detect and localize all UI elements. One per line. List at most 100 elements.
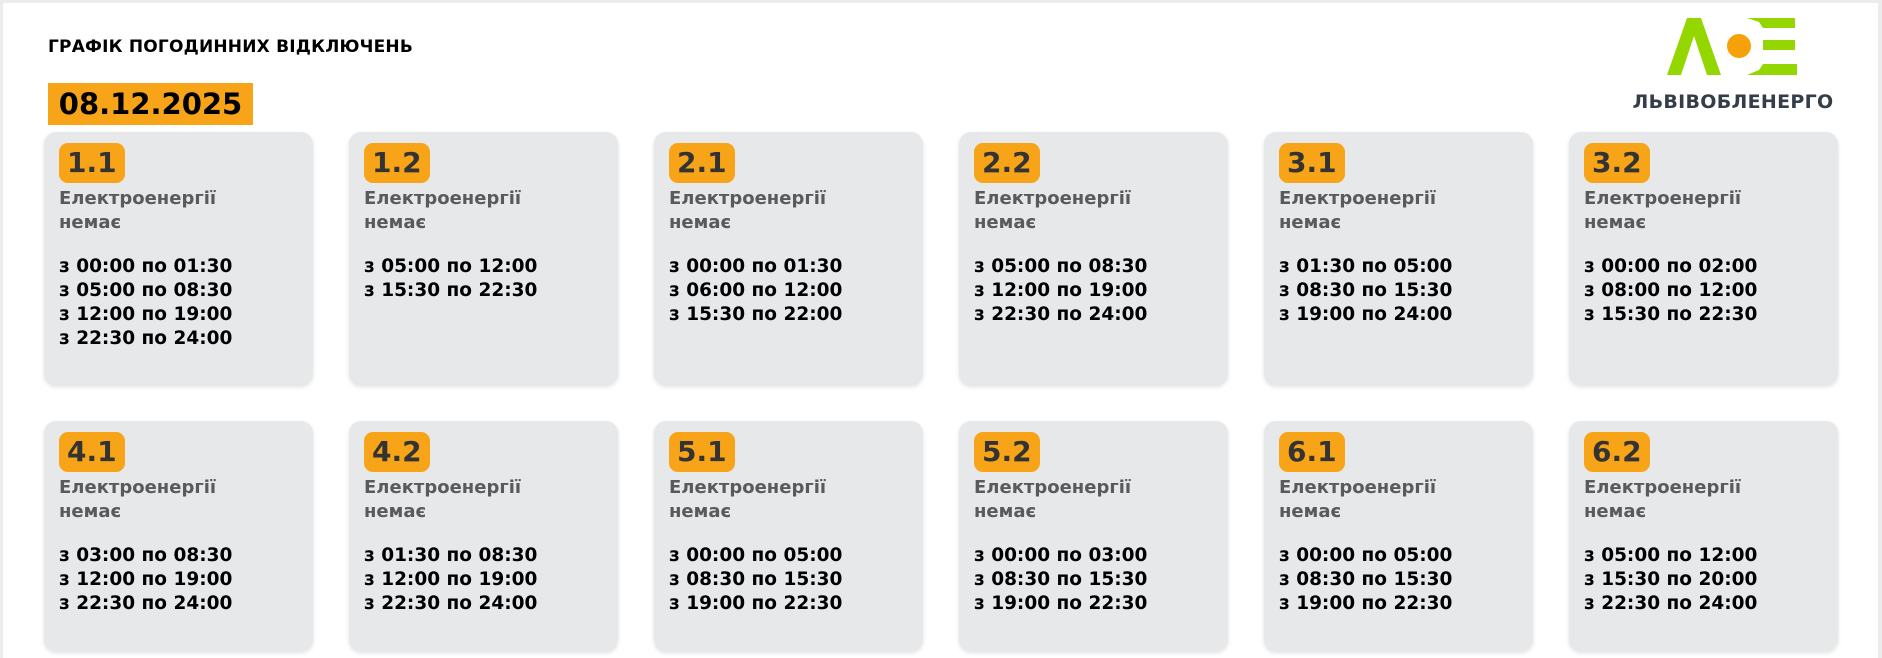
group-card: 4.1 Електроенергії немає з 03:00 по 08:30 з … [44,421,313,651]
status-text: Електроенергії немає [1279,187,1436,235]
outage-interval: з 22:30 по 24:00 [59,328,233,349]
group-card: 5.1 Електроенергії немає з 00:00 по 05:00 з … [654,421,923,651]
outage-interval: з 01:30 по 05:00 [1279,256,1453,277]
group-card: 2.2 Електроенергії немає з 05:00 по 08:30 з … [959,132,1228,385]
outage-interval: з 03:00 по 08:30 [59,545,233,566]
outage-interval: з 08:30 по 15:30 [669,569,843,590]
status-line: Електроенергії [669,477,827,498]
group-card: 5.2 Електроенергії немає з 00:00 по 03:00 з … [959,421,1228,651]
status-text: Електроенергії немає [1584,187,1741,235]
group-badge: 3.2 [1584,143,1650,183]
status-text: Електроенергії немає [364,187,521,235]
status-line: Електроенергії [59,477,217,498]
page-title: ГРАФІК ПОГОДИННИХ ВІДКЛЮЧЕНЬ [48,37,414,57]
outage-times: з 01:30 по 08:30 з 12:00 по 19:00 з 22:30 … [364,544,537,616]
outage-times: з 01:30 по 05:00 з 08:30 по 15:30 з 19:00 … [1279,255,1452,327]
outage-interval: з 19:00 по 22:30 [1279,593,1453,614]
status-line: Електроенергії [1584,188,1742,209]
status-line: Електроенергії [974,477,1132,498]
group-badge: 1.2 [364,143,430,183]
outage-interval: з 00:00 по 01:30 [59,256,233,277]
outage-interval: з 08:30 по 15:30 [1279,280,1453,301]
status-line: Електроенергії [1584,477,1742,498]
outage-interval: з 05:00 по 08:30 [974,256,1148,277]
outage-interval: з 00:00 по 05:00 [669,545,843,566]
outage-interval: з 06:00 по 12:00 [669,280,843,301]
outage-interval: з 19:00 по 22:30 [974,593,1148,614]
outage-times: з 00:00 по 05:00 з 08:30 по 15:30 з 19:00 … [669,544,842,616]
status-text: Електроенергії немає [974,476,1131,524]
status-text: Електроенергії немає [59,187,216,235]
status-text: Електроенергії немає [59,476,216,524]
outage-interval: з 19:00 по 24:00 [1279,304,1453,325]
outage-interval: з 22:30 по 24:00 [1584,593,1758,614]
outage-interval: з 15:30 по 20:00 [1584,569,1758,590]
group-badge: 4.2 [364,432,430,472]
status-text: Електроенергії немає [669,476,826,524]
page: ГРАФІК ПОГОДИННИХ ВІДКЛЮЧЕНЬ 08.12.2025 … [3,3,1878,658]
outage-times: з 05:00 по 08:30 з 12:00 по 19:00 з 22:30 … [974,255,1147,327]
date-badge: 08.12.2025 [48,83,253,125]
brand-name: ЛЬВІВОБЛЕНЕРГО [1632,91,1834,113]
outage-interval: з 00:00 по 03:00 [974,545,1148,566]
outage-interval: з 12:00 по 19:00 [59,569,233,590]
outage-times: з 00:00 по 03:00 з 08:30 по 15:30 з 19:00 … [974,544,1147,616]
outage-interval: з 05:00 по 08:30 [59,280,233,301]
group-badge: 2.1 [669,143,735,183]
status-line: Електроенергії [1279,188,1437,209]
status-text: Електроенергії немає [364,476,521,524]
outage-times: з 05:00 по 12:00 з 15:30 по 20:00 з 22:30 … [1584,544,1757,616]
outage-interval: з 08:30 по 15:30 [974,569,1148,590]
loe-logo-icon [1667,18,1797,75]
status-line: Електроенергії [669,188,827,209]
outage-interval: з 22:30 по 24:00 [59,593,233,614]
status-line: немає [1279,501,1342,522]
status-line: немає [59,212,122,233]
group-badge: 4.1 [59,432,125,472]
outage-interval: з 05:00 по 12:00 [1584,545,1758,566]
outage-interval: з 19:00 по 22:30 [669,593,843,614]
group-card: 4.2 Електроенергії немає з 01:30 по 08:30 з … [349,421,618,651]
status-line: немає [364,501,427,522]
outage-interval: з 22:30 по 24:00 [364,593,538,614]
status-line: немає [669,501,732,522]
group-card: 3.1 Електроенергії немає з 01:30 по 05:00 з … [1264,132,1533,385]
outage-interval: з 08:00 по 12:00 [1584,280,1758,301]
outage-interval: з 12:00 по 19:00 [59,304,233,325]
status-line: Електроенергії [364,477,522,498]
outage-interval: з 22:30 по 24:00 [974,304,1148,325]
status-text: Електроенергії немає [974,187,1131,235]
group-badge: 5.1 [669,432,735,472]
status-line: немає [1584,501,1647,522]
outage-times: з 05:00 по 12:00 з 15:30 по 22:30 [364,255,537,303]
outage-interval: з 12:00 по 19:00 [364,569,538,590]
group-badge: 5.2 [974,432,1040,472]
outage-times: з 00:00 по 01:30 з 05:00 по 08:30 з 12:00 … [59,255,232,351]
group-card: 6.1 Електроенергії немає з 00:00 по 05:00 з … [1264,421,1533,651]
group-badge: 3.1 [1279,143,1345,183]
outage-interval: з 01:30 по 08:30 [364,545,538,566]
status-text: Електроенергії немає [1584,476,1741,524]
outage-interval: з 05:00 по 12:00 [364,256,538,277]
group-card: 3.2 Електроенергії немає з 00:00 по 02:00 з … [1569,132,1838,385]
group-badge: 1.1 [59,143,125,183]
outage-interval: з 12:00 по 19:00 [974,280,1148,301]
group-badge: 6.1 [1279,432,1345,472]
status-line: Електроенергії [364,188,522,209]
status-text: Електроенергії немає [1279,476,1436,524]
status-text: Електроенергії немає [669,187,826,235]
group-card: 6.2 Електроенергії немає з 05:00 по 12:00 з … [1569,421,1838,651]
status-line: Електроенергії [1279,477,1437,498]
group-card: 1.1 Електроенергії немає з 00:00 по 01:30 з … [44,132,313,385]
status-line: немає [364,212,427,233]
status-line: немає [974,501,1037,522]
outage-times: з 03:00 по 08:30 з 12:00 по 19:00 з 22:30 … [59,544,232,616]
outage-interval: з 15:30 по 22:30 [364,280,538,301]
outage-interval: з 00:00 по 01:30 [669,256,843,277]
outage-interval: з 15:30 по 22:30 [1584,304,1758,325]
status-line: немає [1584,212,1647,233]
status-line: немає [974,212,1037,233]
outage-interval: з 00:00 по 02:00 [1584,256,1758,277]
status-line: немає [1279,212,1342,233]
outage-interval: з 15:30 по 22:00 [669,304,843,325]
